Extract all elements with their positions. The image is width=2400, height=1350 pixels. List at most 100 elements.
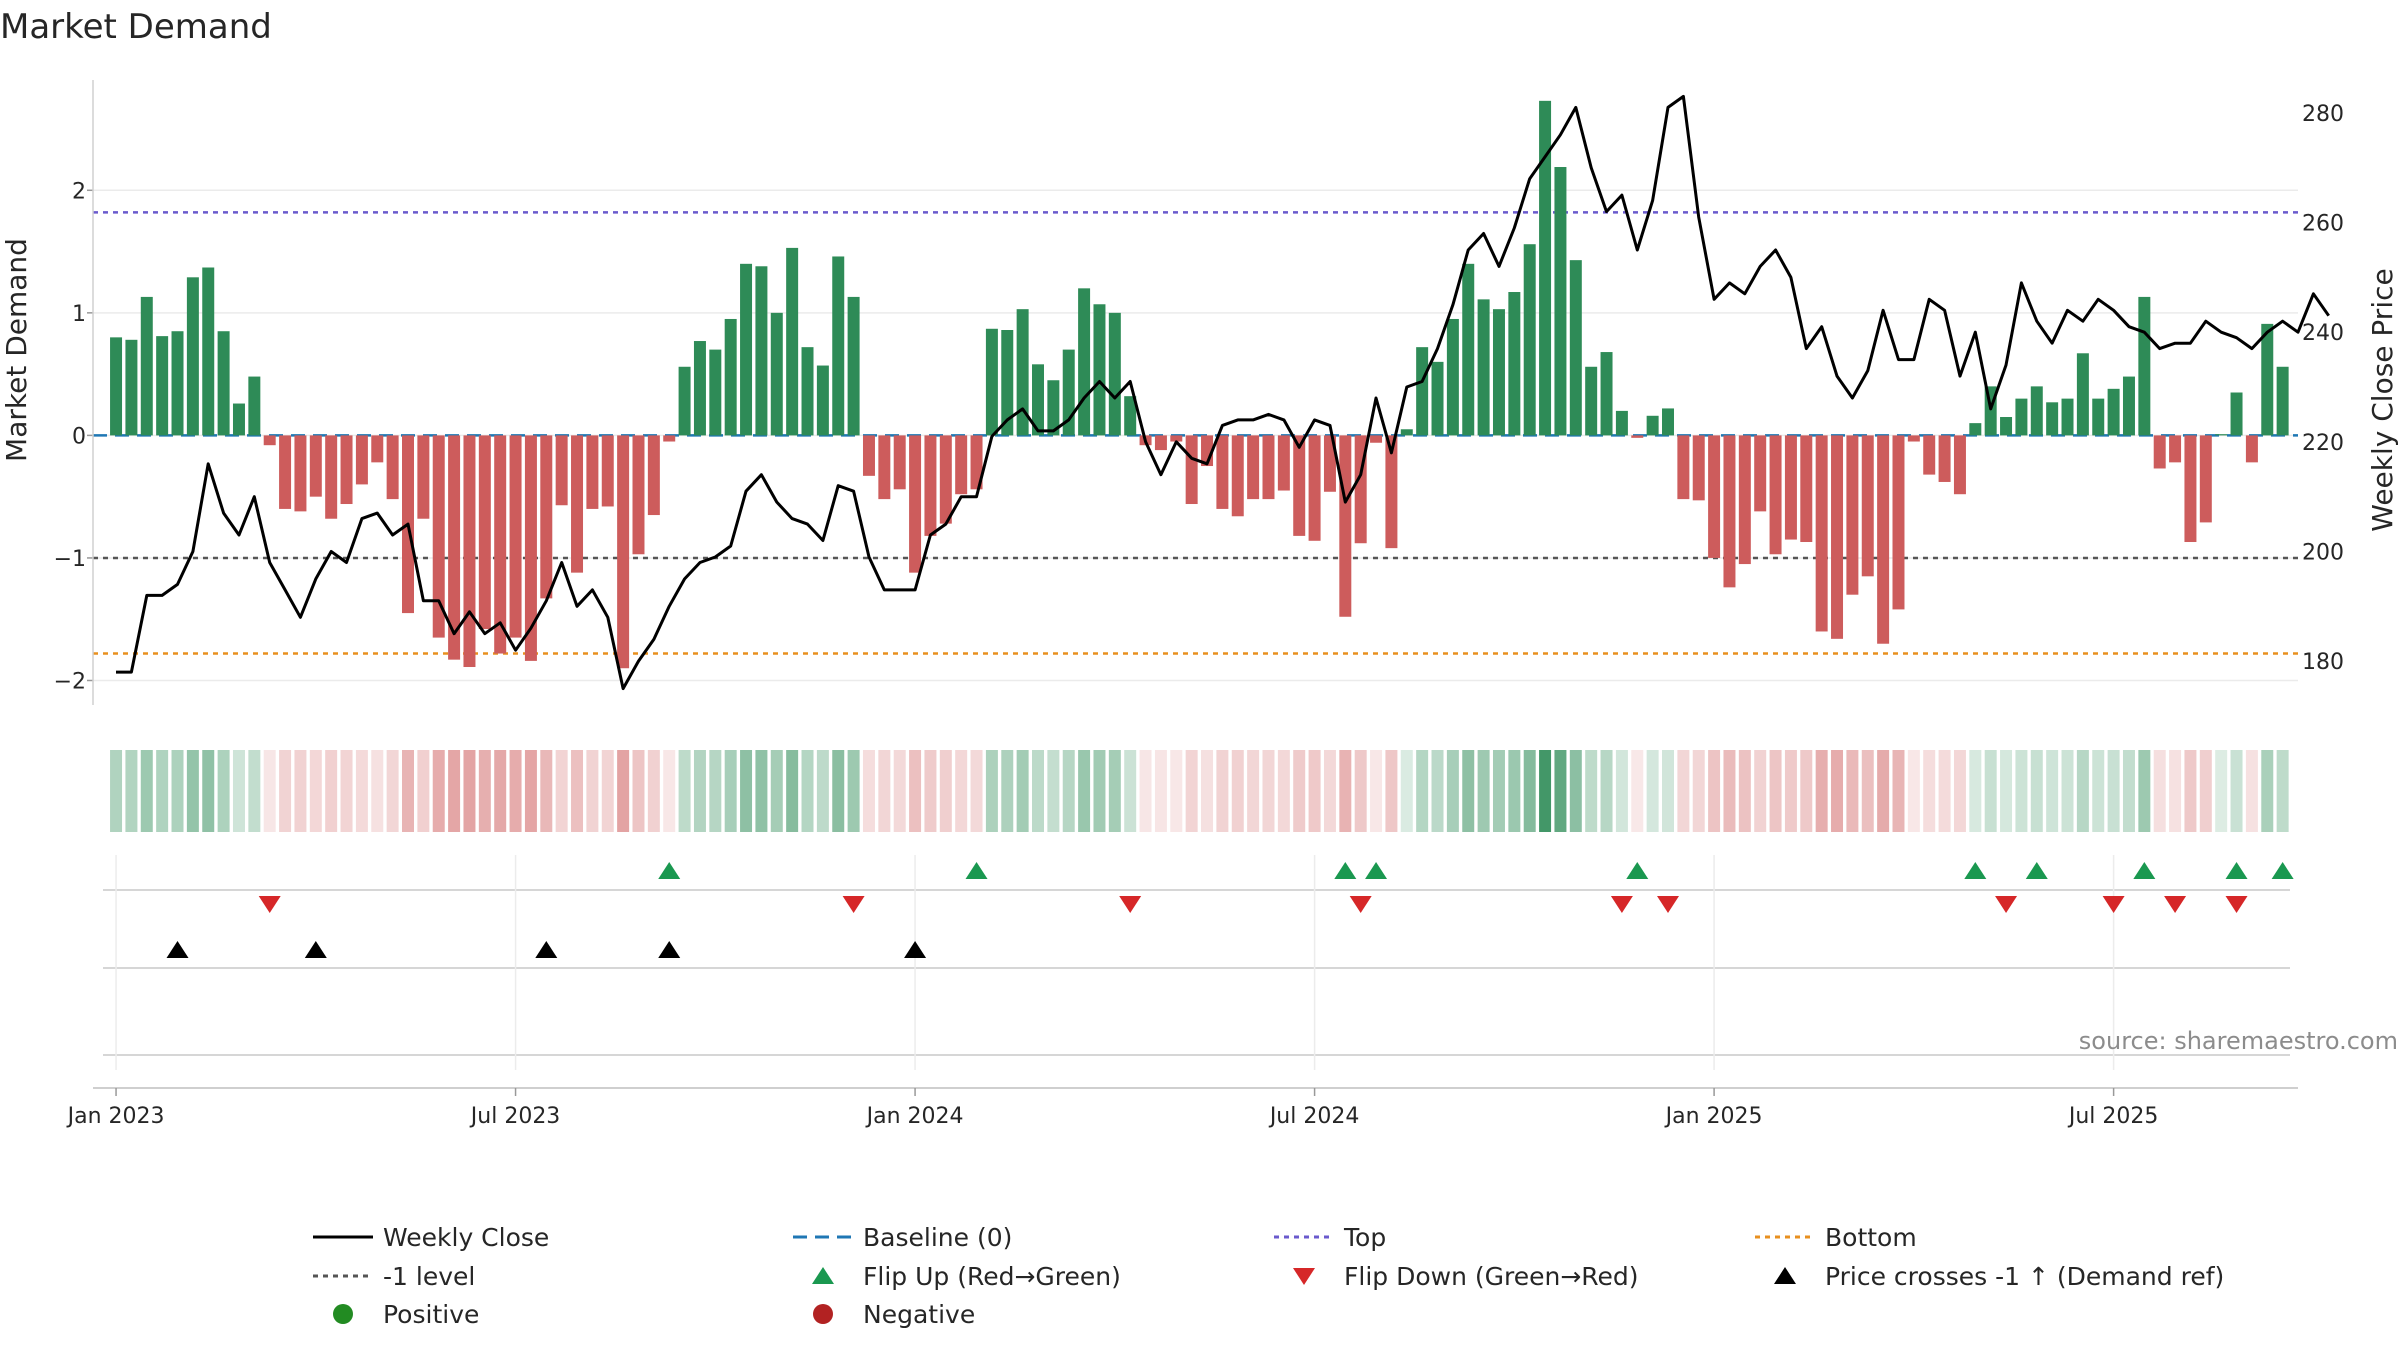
heat-cell — [1108, 750, 1121, 832]
heat-cell — [386, 750, 399, 832]
left-tick-label: 1 — [72, 302, 86, 327]
demand-bar-negative — [1170, 435, 1183, 442]
left-tick-label: 2 — [72, 179, 86, 204]
heat-cell — [1185, 750, 1198, 832]
heat-cell — [1032, 750, 1044, 832]
demand-bar-negative — [478, 435, 491, 630]
demand-bar-positive — [724, 318, 737, 436]
heat-cell — [478, 750, 491, 832]
heat-cell — [294, 750, 307, 832]
heat-cell — [1662, 750, 1674, 832]
demand-bar-positive — [156, 336, 169, 436]
heat-cell — [2138, 750, 2151, 832]
demand-bar-positive — [1016, 309, 1029, 436]
demand-bar-positive — [786, 247, 799, 436]
demand-bar-negative — [340, 435, 353, 505]
heat-cell — [678, 750, 691, 832]
heat-cell — [1477, 750, 1490, 832]
demand-bar-positive — [709, 349, 722, 436]
heat-cell — [1769, 750, 1782, 832]
heat-cell — [2215, 750, 2228, 832]
demand-bar-negative — [601, 435, 614, 507]
demand-bar-negative — [309, 435, 322, 497]
heat-cell — [1800, 750, 1813, 832]
flip-up-marker — [1964, 862, 1987, 879]
heat-cell — [985, 750, 998, 832]
demand-bar-positive — [1585, 366, 1598, 436]
demand-bar-positive — [740, 263, 753, 436]
demand-bar-negative — [1154, 435, 1167, 451]
heat-cell — [371, 750, 384, 832]
demand-bar-positive — [1569, 260, 1582, 436]
demand-bar-positive — [1001, 330, 1014, 436]
heat-cell — [862, 750, 875, 832]
heat-cell — [878, 750, 891, 832]
heat-cell — [1861, 750, 1874, 832]
event-markers — [93, 855, 2298, 1089]
flip-down-marker — [2102, 896, 2125, 913]
demand-bar-negative — [632, 435, 645, 555]
legend-label: Flip Up (Red→Green) — [863, 1262, 1121, 1291]
flip-down-marker — [1610, 896, 1633, 913]
heat-cell — [2199, 750, 2212, 832]
heat-cell — [2245, 750, 2258, 832]
heat-cell — [340, 750, 353, 832]
demand-bar-negative — [386, 435, 399, 500]
demand-bar-positive — [2122, 376, 2135, 436]
heat-cell — [1523, 750, 1536, 832]
demand-bar-negative — [2169, 435, 2182, 463]
demand-bar-positive — [2107, 388, 2120, 436]
legend-label: Baseline (0) — [863, 1223, 1012, 1252]
heat-cell — [463, 750, 476, 832]
heat-cell — [202, 750, 215, 832]
demand-bar-negative — [463, 435, 476, 668]
demand-bar-negative — [617, 435, 630, 669]
heat-cell — [1953, 750, 1966, 832]
heat-cell — [1293, 750, 1306, 832]
x-tick-label: Jul 2023 — [469, 1104, 561, 1129]
demand-bar-positive — [110, 337, 123, 436]
flip-up-marker — [2225, 862, 2248, 879]
heat-cell — [847, 750, 860, 832]
heat-cell — [1784, 750, 1797, 832]
demand-bar-negative — [1831, 435, 1844, 639]
heat-cell — [663, 750, 676, 832]
chart-title: Market Demand — [0, 7, 272, 47]
demand-bar-negative — [540, 435, 553, 599]
flip-up-marker — [965, 862, 988, 879]
heat-cell — [1016, 750, 1029, 832]
demand-bar-negative — [1247, 435, 1260, 500]
right-tick-label: 180 — [2302, 650, 2344, 675]
demand-bar-negative — [1692, 435, 1705, 501]
heat-cell — [1969, 750, 1982, 832]
demand-bar-negative — [1262, 435, 1275, 500]
demand-bar-positive — [1032, 364, 1044, 436]
demand-bar-negative — [1769, 435, 1782, 555]
demand-bar-positive — [816, 365, 829, 436]
demand-bar-positive — [1093, 304, 1106, 436]
heat-cell — [1354, 750, 1367, 832]
heat-cell — [494, 750, 507, 832]
heat-cell — [355, 750, 368, 832]
demand-bar-positive — [2276, 366, 2289, 436]
demand-bar-positive — [1400, 429, 1413, 436]
heat-cell — [924, 750, 937, 832]
heat-cell — [524, 750, 537, 832]
heat-cell — [171, 750, 184, 832]
legend-label: Positive — [383, 1300, 479, 1329]
right-tick-label: 280 — [2302, 102, 2344, 127]
demand-bar-negative — [586, 435, 599, 509]
demand-bar-positive — [1108, 312, 1121, 436]
demand-bar-negative — [494, 435, 507, 654]
demand-bar-positive — [1416, 347, 1429, 436]
heat-cell — [1247, 750, 1260, 832]
demand-bar-positive — [1446, 318, 1459, 436]
demand-bar-positive — [1539, 100, 1552, 436]
heat-cell — [263, 750, 276, 832]
demand-bar-positive — [1662, 408, 1674, 436]
heat-cell — [248, 750, 261, 832]
demand-bar-positive — [248, 376, 261, 436]
heat-cell — [1692, 750, 1705, 832]
heat-cell — [1277, 750, 1290, 832]
